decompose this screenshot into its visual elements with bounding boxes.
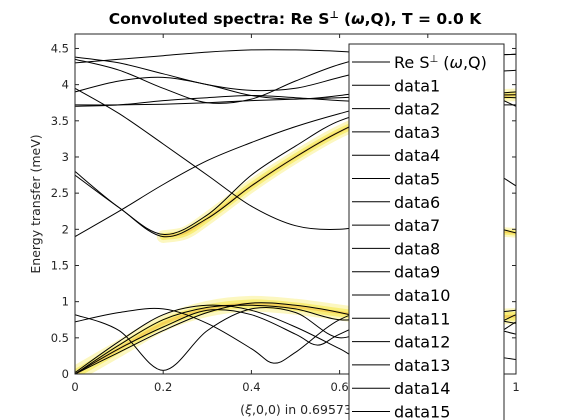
legend-entries: Re S⊥ (ω,Q) data1 data2 data3 data4 data5 data…	[352, 53, 487, 420]
legend-label: data2	[394, 100, 440, 119]
legend-item-14: data14	[352, 379, 450, 398]
x-tick-label: 0	[71, 380, 78, 394]
legend-label: data7	[394, 216, 440, 235]
legend-item-8: data8	[352, 239, 440, 258]
legend-item-2: data2	[352, 100, 440, 119]
legend-item-5: data5	[352, 170, 440, 189]
legend-item-10: data10	[352, 286, 450, 305]
legend-item-0: Re S⊥ (ω,Q)	[352, 53, 487, 72]
legend-item-13: data13	[352, 356, 450, 375]
y-tick-label: 3.5	[51, 114, 69, 128]
y-tick-label: 4.5	[51, 41, 69, 55]
legend-item-9: data9	[352, 263, 440, 282]
legend-item-3: data3	[352, 123, 440, 142]
legend-label: Re S⊥ (ω,Q)	[394, 53, 487, 72]
y-tick-label: 4	[62, 78, 69, 92]
legend-label: data12	[394, 333, 450, 352]
y-tick-label: 0.5	[51, 331, 69, 345]
legend-label: data15	[394, 403, 450, 420]
legend-box	[348, 43, 505, 420]
legend-label: data14	[394, 379, 450, 398]
y-tick-label: 1	[62, 295, 69, 309]
legend-label: data6	[394, 193, 440, 212]
legend-label: data11	[394, 309, 450, 328]
y-axis-label: Energy transfer (meV)	[28, 134, 43, 273]
y-tick-label: 0	[62, 367, 69, 381]
legend-item-4: data4	[352, 146, 440, 165]
chart-title: Convoluted spectra: Re S⊥ (ω,Q), T = 0.0…	[109, 10, 482, 28]
legend-label: data13	[394, 356, 450, 375]
legend-item-11: data11	[352, 309, 450, 328]
y-tick-label: 1.5	[51, 258, 69, 272]
y-tick-label: 3	[62, 150, 69, 164]
y-axis: 0 0.5 1 1.5 2 2.5 3 3.5 4 4.5	[51, 41, 516, 381]
x-axis-label: (ξ,0,0) in 0.69573	[240, 402, 352, 417]
legend-label: data3	[394, 123, 440, 142]
y-tick-label: 2	[62, 222, 69, 236]
legend-label: data5	[394, 170, 440, 189]
x-tick-label: 0.2	[154, 380, 172, 394]
legend-label: data9	[394, 263, 440, 282]
legend-item-7: data7	[352, 216, 440, 235]
legend-item-6: data6	[352, 193, 440, 212]
legend-label: data4	[394, 146, 440, 165]
y-tick-label: 2.5	[51, 186, 69, 200]
legend-item-1: data1	[352, 76, 440, 95]
x-tick-label: 0.4	[242, 380, 260, 394]
legend[interactable]: Re S⊥ (ω,Q) data1 data2 data3 data4 data5 data…	[348, 43, 505, 420]
legend-label: data10	[394, 286, 450, 305]
legend-item-12: data12	[352, 333, 450, 352]
legend-item-15: data15	[352, 403, 450, 420]
legend-label: data1	[394, 76, 440, 95]
axes-box	[74, 33, 517, 375]
x-tick-label: 1	[512, 380, 519, 394]
x-tick-label: 0.6	[330, 380, 348, 394]
legend-label: data8	[394, 239, 440, 258]
